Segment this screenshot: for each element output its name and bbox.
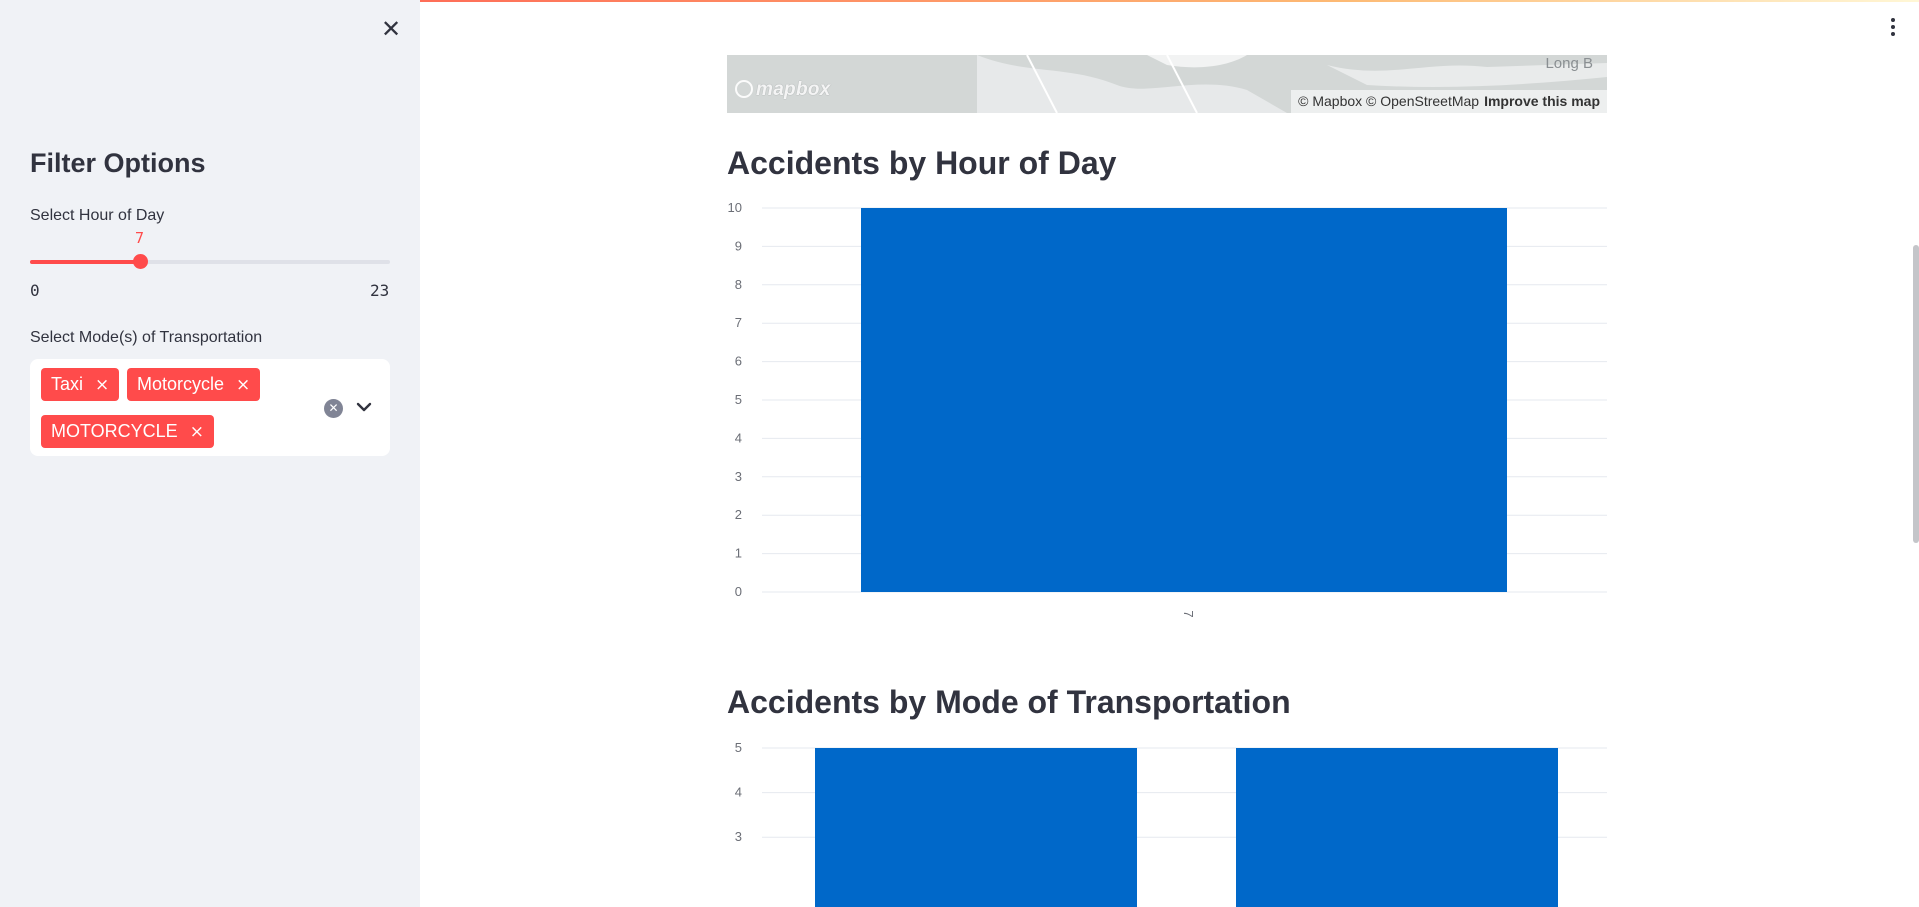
clear-all-icon[interactable]: ✕ bbox=[324, 399, 343, 418]
chip-label: Taxi bbox=[51, 374, 84, 394]
chip-label: MOTORCYCLE bbox=[51, 421, 178, 441]
chip-remove-icon[interactable]: × bbox=[95, 375, 110, 395]
bar[interactable] bbox=[815, 748, 1137, 907]
y-tick-label: 3 bbox=[735, 829, 742, 844]
hour-slider-fill bbox=[30, 260, 140, 264]
mapbox-logo[interactable]: mapbox bbox=[735, 79, 831, 101]
hour-slider[interactable]: 7 bbox=[30, 229, 390, 269]
y-tick-label: 8 bbox=[735, 277, 742, 292]
y-tick-label: 4 bbox=[735, 430, 742, 445]
x-tick-label: 7 bbox=[1181, 610, 1196, 617]
y-tick-label: 9 bbox=[735, 238, 742, 253]
mode-chart-title: Accidents by Mode of Transportation bbox=[727, 684, 1291, 720]
chip-remove-icon[interactable]: × bbox=[236, 375, 251, 395]
y-tick-label: 10 bbox=[728, 200, 742, 215]
hour-slider-max: 23 bbox=[370, 281, 390, 300]
hour-slider-label: Select Hour of Day bbox=[30, 207, 165, 224]
y-tick-label: 5 bbox=[735, 740, 742, 755]
hour-chart-title: Accidents by Hour of Day bbox=[727, 145, 1117, 181]
chevron-down-icon[interactable] bbox=[354, 397, 374, 417]
y-tick-label: 3 bbox=[735, 469, 742, 484]
sidebar-title: Filter Options bbox=[30, 148, 206, 178]
map[interactable]: Long B mapbox © Mapbox © OpenStreetMap Im… bbox=[727, 55, 1607, 113]
chip-taxi: Taxi × bbox=[41, 368, 120, 401]
bar[interactable] bbox=[861, 208, 1507, 592]
hour-chart[interactable]: 0 1 2 3 4 5 6 7 8 9 10 7 bbox=[727, 200, 1607, 630]
y-tick-label: 0 bbox=[735, 584, 742, 599]
bar[interactable] bbox=[1236, 748, 1558, 907]
hour-slider-value: 7 bbox=[135, 229, 145, 247]
mode-multiselect[interactable]: Taxi × Motorcycle × MOTORCYCLE × ✕ bbox=[30, 359, 390, 456]
y-tick-label: 2 bbox=[735, 507, 742, 522]
map-place-label: Long B bbox=[1545, 55, 1593, 72]
mode-select-label: Select Mode(s) of Transportation bbox=[30, 329, 263, 346]
hour-slider-thumb[interactable] bbox=[132, 254, 148, 269]
sidebar: ✕ Filter Options Select Hour of Day 7 0 … bbox=[0, 0, 420, 907]
improve-map-link[interactable]: Improve this map bbox=[1484, 93, 1600, 109]
page-scrollbar[interactable] bbox=[1913, 245, 1919, 543]
y-tick-label: 1 bbox=[735, 546, 742, 561]
close-icon[interactable]: ✕ bbox=[380, 15, 402, 43]
chip-remove-icon[interactable]: × bbox=[189, 422, 204, 442]
y-tick-label: 6 bbox=[735, 354, 742, 369]
y-tick-label: 7 bbox=[735, 315, 742, 330]
top-decoration-bar bbox=[0, 0, 1919, 2]
main-menu-icon[interactable] bbox=[1888, 18, 1898, 40]
close-sidebar-button[interactable]: ✕ bbox=[380, 15, 402, 43]
y-tick-label: 5 bbox=[735, 392, 742, 407]
y-tick-label: 4 bbox=[735, 785, 742, 800]
mode-chart[interactable]: 3 4 5 bbox=[727, 738, 1607, 907]
chip-label: Motorcycle bbox=[137, 374, 225, 394]
hour-slider-min: 0 bbox=[30, 281, 40, 300]
map-attribution: © Mapbox © OpenStreetMap Improve this map bbox=[1291, 90, 1607, 113]
chip-motorcycle-upper: MOTORCYCLE × bbox=[41, 415, 214, 448]
map-attribution-text: © Mapbox © OpenStreetMap bbox=[1298, 93, 1480, 109]
chip-motorcycle: Motorcycle × bbox=[127, 368, 261, 401]
map-tiles bbox=[977, 55, 1607, 113]
